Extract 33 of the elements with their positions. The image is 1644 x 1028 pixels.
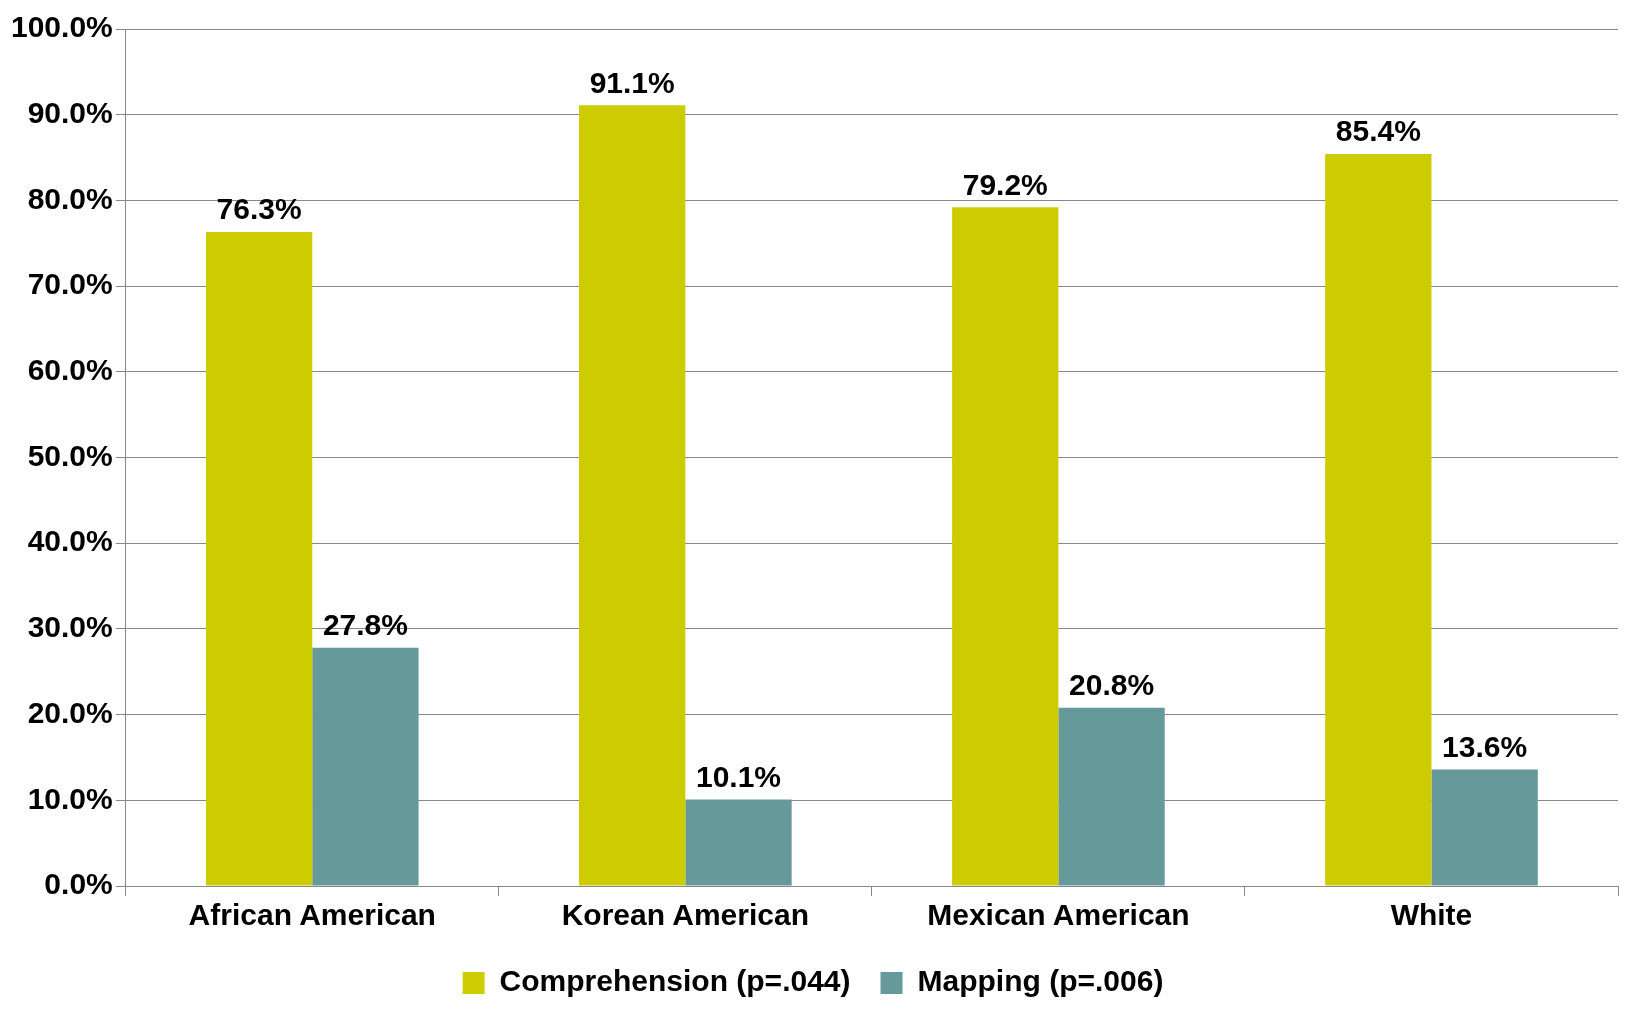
- bar: [579, 105, 686, 886]
- data-label: 85.4%: [1335, 114, 1421, 148]
- data-label: 10.1%: [695, 759, 782, 793]
- y-tick-label: 80.0%: [27, 181, 113, 215]
- bar: [1058, 707, 1165, 886]
- bar: [312, 647, 419, 886]
- y-tick-label: 100.0%: [11, 10, 113, 44]
- bar: [1431, 769, 1538, 886]
- y-tick-label: 20.0%: [27, 695, 113, 729]
- legend-label: Mapping (p=.006): [917, 964, 1164, 998]
- bar: [685, 799, 792, 886]
- bar: [1325, 154, 1432, 886]
- data-label: 27.8%: [322, 608, 408, 642]
- data-label: 91.1%: [589, 65, 675, 99]
- data-label: 20.8%: [1069, 668, 1155, 702]
- y-tick-label: 60.0%: [27, 353, 113, 387]
- data-label: 79.2%: [962, 167, 1048, 201]
- data-label: 13.6%: [1442, 729, 1528, 763]
- legend-label: Comprehension (p=.044): [499, 964, 851, 998]
- y-tick-label: 70.0%: [27, 267, 113, 301]
- y-tick-label: 0.0%: [44, 867, 113, 901]
- y-tick-label: 40.0%: [27, 524, 113, 558]
- bar: [205, 232, 313, 886]
- y-tick-label: 90.0%: [27, 95, 113, 129]
- y-tick-label: 50.0%: [27, 438, 113, 472]
- bar: [952, 207, 1059, 886]
- x-tick-label: White: [1390, 898, 1473, 932]
- y-tick-label: 30.0%: [27, 610, 113, 644]
- data-label: 76.3%: [216, 192, 302, 226]
- y-tick-label: 10.0%: [27, 781, 113, 815]
- x-tick-label: African American: [188, 898, 436, 932]
- x-tick-label: Korean American: [561, 898, 809, 932]
- x-tick-label: Mexican American: [927, 898, 1190, 932]
